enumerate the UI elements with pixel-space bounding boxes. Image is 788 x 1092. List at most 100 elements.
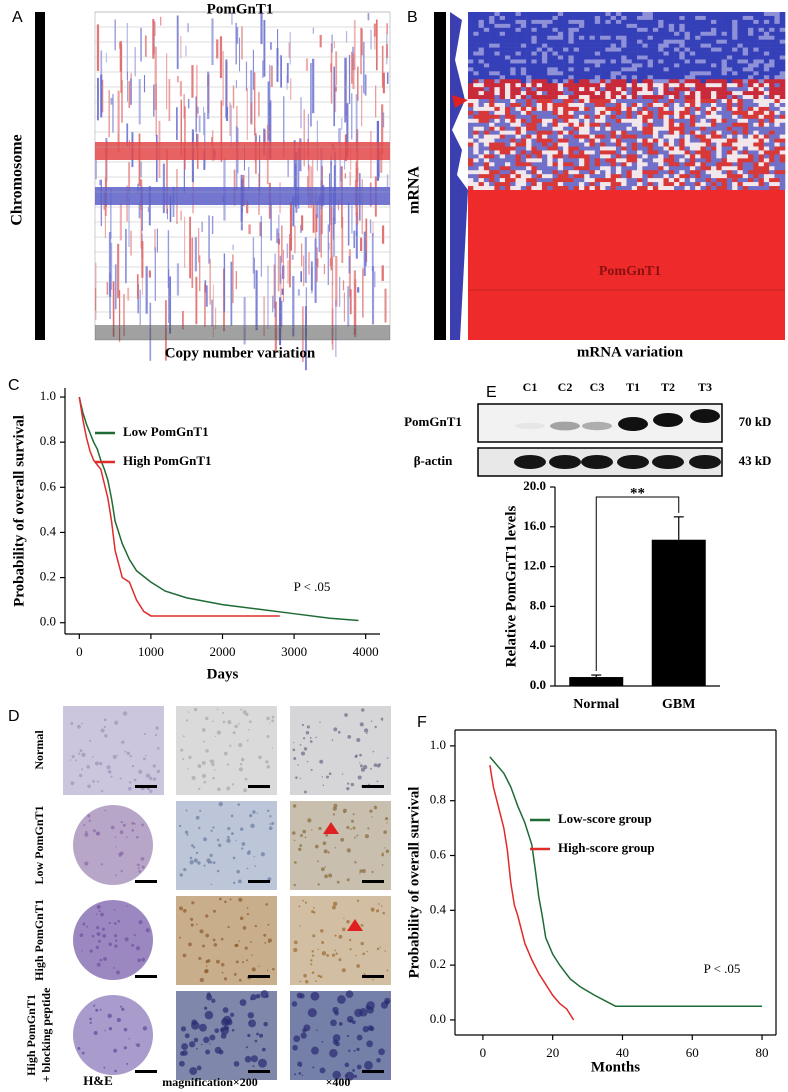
heatmap-cell: [758, 87, 765, 92]
heatmap-cell: [515, 79, 522, 84]
heatmap-cell: [531, 162, 537, 167]
heatmap-cell: [647, 114, 654, 120]
heatmap-cell: [631, 182, 638, 187]
heatmap-cell: [769, 51, 775, 56]
heatmap-stripe: [176, 107, 178, 140]
heatmap-cell: [742, 71, 749, 76]
cell: [241, 842, 246, 846]
heatmap-cell: [732, 19, 738, 25]
heatmap-cell: [589, 166, 596, 171]
heatmap-cell: [642, 83, 648, 88]
heatmap-cell: [584, 170, 590, 175]
heatmap-cell: [589, 15, 596, 21]
heatmap-cell: [536, 134, 543, 139]
y-tick-label: 1.0: [430, 737, 446, 752]
heatmap-cell: [552, 47, 559, 52]
heatmap-cell: [663, 91, 670, 96]
heatmap-cell: [753, 130, 759, 135]
heatmap-cell: [642, 79, 648, 84]
heatmap-stripe: [198, 228, 200, 263]
heatmap-cell: [732, 51, 738, 56]
heatmap-cell: [494, 146, 500, 151]
heatmap-cell: [679, 83, 685, 88]
heatmap-cell: [499, 102, 506, 108]
y-tick-label: 0.0: [430, 1011, 446, 1026]
heatmap-cell: [689, 126, 696, 131]
heatmap-cell: [721, 15, 728, 21]
heatmap-cell: [584, 150, 590, 155]
heatmap-cell: [732, 39, 738, 44]
heatmap-cell: [589, 39, 596, 44]
cell: [233, 973, 237, 976]
heatmap-cell: [605, 31, 611, 37]
heatmap-cell: [494, 71, 500, 76]
heatmap-cell: [584, 154, 590, 159]
heatmap-cell: [568, 99, 574, 104]
cell: [138, 769, 143, 774]
heatmap-cell: [615, 158, 622, 163]
heatmap-cell: [547, 71, 553, 76]
cell: [266, 734, 270, 738]
heatmap-stripe: [315, 214, 318, 233]
heatmap-cell: [763, 186, 770, 191]
heatmap-cell: [541, 166, 548, 171]
heatmap-cell: [594, 91, 601, 96]
heatmap-cell: [779, 178, 786, 183]
heatmap-cell: [700, 19, 707, 25]
heatmap-cell: [531, 150, 537, 155]
heatmap-cell: [504, 19, 511, 25]
heatmap-cell: [637, 174, 643, 179]
heatmap-cell: [468, 182, 474, 187]
heatmap-cell: [631, 23, 638, 29]
cell: [303, 1024, 311, 1032]
heatmap-cell: [742, 166, 749, 171]
heatmap-cell: [626, 15, 633, 21]
heatmap-cell: [626, 134, 633, 139]
heatmap-cell: [700, 27, 707, 33]
heatmap-cell: [615, 170, 622, 175]
heatmap-cell: [726, 134, 733, 139]
heatmap-cell: [520, 122, 527, 128]
cell: [374, 725, 377, 729]
heatmap-cell: [716, 182, 722, 187]
cell: [190, 917, 194, 921]
heatmap-cell: [652, 146, 659, 151]
heatmap-cell: [494, 118, 500, 124]
heatmap-stripe: [114, 264, 117, 310]
cell: [87, 784, 91, 789]
heatmap-cell: [573, 35, 580, 40]
heatmap-cell: [526, 162, 532, 167]
heatmap-cell: [705, 91, 712, 96]
cell: [97, 939, 101, 943]
heatmap-cell: [536, 12, 543, 17]
heatmap-cell: [663, 182, 670, 187]
heatmap-cell: [526, 114, 532, 120]
heatmap-cell: [711, 182, 717, 187]
cell: [221, 963, 225, 967]
heatmap-cell: [716, 154, 722, 159]
heatmap-cell: [674, 35, 680, 40]
cell: [113, 967, 115, 969]
heatmap-cell: [568, 126, 574, 131]
heatmap-cell: [621, 35, 627, 40]
heatmap-stripe: [148, 186, 151, 226]
heatmap-cell: [748, 15, 754, 21]
heatmap-stripe: [269, 100, 272, 160]
heatmap-cell: [711, 122, 717, 128]
heatmap-cell: [647, 138, 654, 143]
heatmap-cell: [663, 59, 670, 64]
heatmap-cell: [652, 27, 659, 33]
heatmap-cell: [774, 158, 781, 163]
heatmap-cell: [520, 142, 527, 147]
heatmap-cell: [531, 178, 537, 183]
heatmap-cell: [531, 130, 537, 135]
heatmap-stripe: [260, 12, 263, 45]
heatmap-cell: [515, 142, 522, 147]
heatmap-cell: [578, 114, 585, 120]
heatmap-cell: [663, 23, 670, 29]
cell: [249, 941, 252, 943]
heatmap-cell: [468, 154, 474, 159]
heatmap-cell: [610, 130, 617, 135]
heatmap-cell: [605, 154, 611, 159]
heatmap-cell: [499, 178, 506, 183]
